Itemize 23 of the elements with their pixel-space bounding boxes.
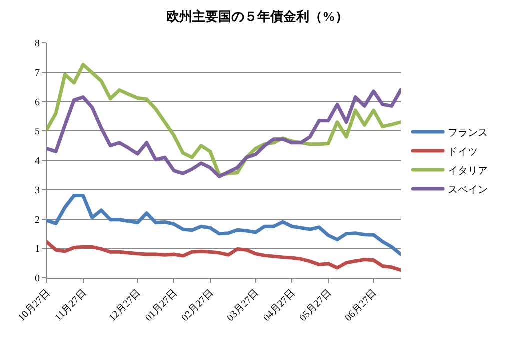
y-tick-label: 1 xyxy=(35,244,40,256)
y-tick-label: 2 xyxy=(35,214,40,226)
x-tick-label: 02月27日 xyxy=(180,288,216,324)
y-tick-label: 6 xyxy=(35,97,40,108)
y-tick-label: 3 xyxy=(35,185,40,196)
x-tick-label: 11月27日 xyxy=(53,288,89,324)
y-tick-label: 7 xyxy=(35,68,40,79)
y-tick-label: 4 xyxy=(35,156,40,167)
x-tick-label: 01月27日 xyxy=(144,288,180,324)
x-tick-label: 05月27日 xyxy=(298,288,334,324)
legend-label: ドイツ xyxy=(448,146,478,158)
chart-title: 欧州主要国の５年債金利（%） xyxy=(166,8,348,24)
x-tick-label: 10月27日 xyxy=(16,288,53,324)
legend-label: イタリア xyxy=(448,166,488,177)
x-tick-label: 06月27日 xyxy=(343,288,380,324)
legend-label: スペイン xyxy=(448,184,488,196)
y-tick-label: 5 xyxy=(35,126,40,138)
y-tick-label: 8 xyxy=(35,38,40,50)
x-tick-label: 12月27日 xyxy=(107,288,144,324)
x-tick-label: 04月27日 xyxy=(262,288,298,324)
legend-label: フランス xyxy=(448,128,488,139)
y-tick-label: 0 xyxy=(35,274,40,284)
x-tick-label: 03月27日 xyxy=(225,288,262,324)
